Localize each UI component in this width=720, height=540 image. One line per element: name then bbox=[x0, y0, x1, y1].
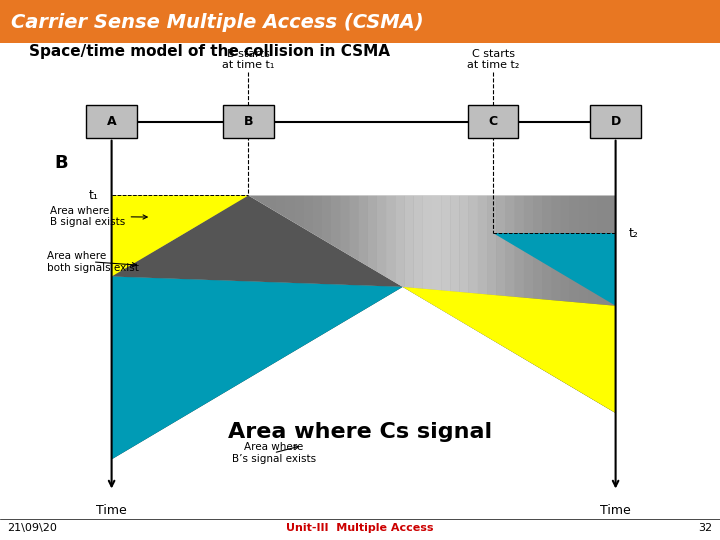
Text: B: B bbox=[55, 154, 68, 172]
Polygon shape bbox=[139, 195, 143, 260]
Polygon shape bbox=[552, 195, 560, 380]
Polygon shape bbox=[331, 195, 340, 250]
Text: D: D bbox=[611, 115, 621, 128]
Polygon shape bbox=[493, 233, 616, 306]
Text: B: B bbox=[243, 115, 253, 128]
Polygon shape bbox=[405, 195, 413, 293]
Polygon shape bbox=[231, 195, 235, 206]
Text: B starts
at time t₁: B starts at time t₁ bbox=[222, 49, 274, 70]
Polygon shape bbox=[187, 195, 190, 232]
Text: t₁: t₁ bbox=[89, 189, 99, 202]
Polygon shape bbox=[176, 195, 180, 238]
Polygon shape bbox=[312, 195, 322, 239]
Polygon shape bbox=[496, 195, 505, 348]
Polygon shape bbox=[204, 195, 207, 222]
Polygon shape bbox=[156, 195, 160, 250]
Polygon shape bbox=[211, 195, 215, 218]
Text: 32: 32 bbox=[698, 523, 713, 533]
Polygon shape bbox=[469, 195, 478, 332]
Polygon shape bbox=[153, 195, 156, 252]
Polygon shape bbox=[349, 195, 359, 261]
Polygon shape bbox=[505, 195, 515, 353]
Polygon shape bbox=[194, 195, 197, 228]
Polygon shape bbox=[173, 195, 176, 240]
FancyBboxPatch shape bbox=[590, 105, 641, 138]
Polygon shape bbox=[487, 195, 496, 342]
Polygon shape bbox=[459, 195, 469, 326]
Polygon shape bbox=[359, 195, 368, 266]
Polygon shape bbox=[478, 195, 487, 337]
Polygon shape bbox=[112, 195, 248, 276]
Text: t₂: t₂ bbox=[629, 227, 639, 240]
Polygon shape bbox=[377, 195, 386, 277]
Polygon shape bbox=[524, 195, 533, 364]
Polygon shape bbox=[322, 195, 331, 245]
Polygon shape bbox=[160, 195, 163, 248]
Polygon shape bbox=[235, 195, 238, 204]
Polygon shape bbox=[368, 195, 377, 272]
Polygon shape bbox=[441, 195, 451, 315]
Polygon shape bbox=[542, 195, 552, 375]
Polygon shape bbox=[129, 195, 132, 266]
Text: Area where Cs signal: Area where Cs signal bbox=[228, 422, 492, 442]
Polygon shape bbox=[402, 287, 616, 413]
Polygon shape bbox=[112, 195, 402, 287]
Polygon shape bbox=[145, 195, 149, 256]
Polygon shape bbox=[197, 195, 200, 226]
FancyBboxPatch shape bbox=[223, 105, 274, 138]
Bar bbox=[0, 0, 720, 43]
Text: Time: Time bbox=[600, 504, 631, 517]
Polygon shape bbox=[225, 195, 228, 210]
Polygon shape bbox=[228, 195, 231, 208]
Text: 21\09\20: 21\09\20 bbox=[7, 523, 57, 533]
Polygon shape bbox=[248, 195, 616, 413]
Polygon shape bbox=[402, 287, 616, 413]
Text: C starts
at time t₂: C starts at time t₂ bbox=[467, 49, 519, 70]
Text: Area where
B signal exists: Area where B signal exists bbox=[50, 206, 147, 227]
Polygon shape bbox=[190, 195, 194, 230]
Polygon shape bbox=[112, 276, 402, 460]
Polygon shape bbox=[432, 195, 441, 310]
FancyBboxPatch shape bbox=[468, 105, 518, 138]
Polygon shape bbox=[184, 195, 187, 234]
Polygon shape bbox=[135, 195, 139, 262]
Polygon shape bbox=[533, 195, 542, 369]
Text: Area where
B’s signal exists: Area where B’s signal exists bbox=[232, 442, 315, 464]
Text: Area where
both signals exist: Area where both signals exist bbox=[47, 251, 139, 273]
Polygon shape bbox=[413, 195, 423, 299]
Text: Space/time model of the collision in CSMA: Space/time model of the collision in CSM… bbox=[29, 44, 390, 59]
Text: Unit-III  Multiple Access: Unit-III Multiple Access bbox=[287, 523, 433, 533]
Polygon shape bbox=[340, 195, 349, 255]
Polygon shape bbox=[423, 195, 432, 304]
Polygon shape bbox=[221, 195, 225, 212]
Polygon shape bbox=[170, 195, 173, 242]
Polygon shape bbox=[386, 195, 395, 282]
Polygon shape bbox=[515, 195, 524, 359]
Polygon shape bbox=[163, 195, 166, 246]
Polygon shape bbox=[207, 195, 211, 220]
FancyBboxPatch shape bbox=[86, 105, 137, 138]
Polygon shape bbox=[451, 195, 459, 321]
Polygon shape bbox=[200, 195, 204, 224]
Text: A: A bbox=[107, 115, 117, 128]
Polygon shape bbox=[132, 195, 135, 265]
Polygon shape bbox=[166, 195, 170, 244]
Polygon shape bbox=[395, 195, 405, 288]
Polygon shape bbox=[125, 195, 129, 268]
Text: Time: Time bbox=[96, 504, 127, 517]
Text: C: C bbox=[489, 115, 498, 128]
Polygon shape bbox=[217, 195, 221, 214]
Text: Carrier Sense Multiple Access (CSMA): Carrier Sense Multiple Access (CSMA) bbox=[11, 13, 423, 32]
Polygon shape bbox=[112, 276, 402, 460]
Polygon shape bbox=[215, 195, 217, 216]
Polygon shape bbox=[143, 195, 145, 258]
Polygon shape bbox=[180, 195, 184, 236]
Polygon shape bbox=[149, 195, 153, 254]
